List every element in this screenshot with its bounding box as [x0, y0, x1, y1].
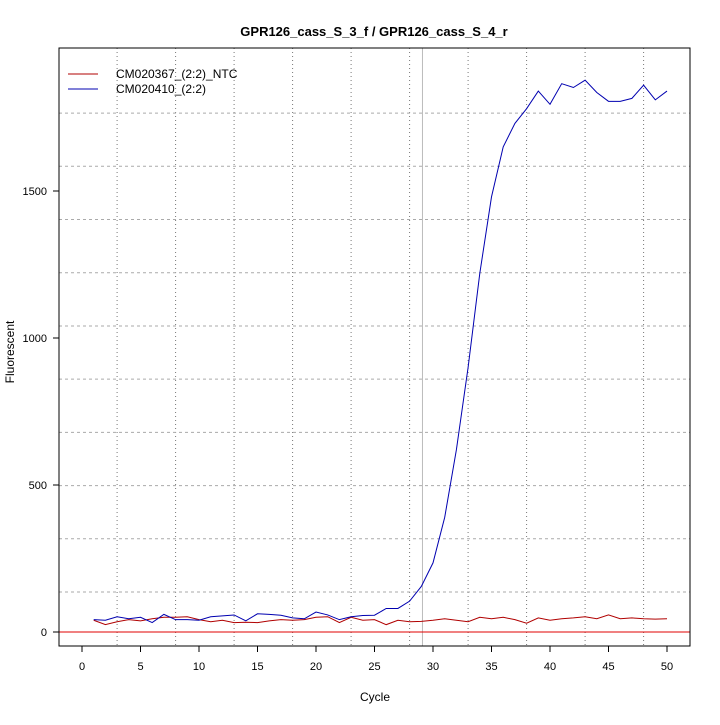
- x-tick-label: 5: [137, 661, 143, 673]
- plot-marks: [59, 48, 690, 646]
- x-tick-label: 15: [251, 661, 263, 673]
- x-tick-label: 25: [368, 661, 380, 673]
- grid: [59, 48, 690, 646]
- x-tick-label: 0: [79, 661, 85, 673]
- y-tick-label: 500: [29, 480, 47, 492]
- x-tick-label: 35: [485, 661, 497, 673]
- y-tick-label: 1000: [23, 333, 47, 345]
- y-tick-label: 1500: [23, 186, 47, 198]
- y-axis-label: Fluorescent: [3, 320, 17, 383]
- legend: CM020367_(2:2)_NTC CM020410_(2:2): [68, 67, 238, 96]
- chart-title: GPR126_cass_S_3_f / GPR126_cass_S_4_r: [240, 24, 507, 39]
- series-line-0: [93, 614, 668, 626]
- legend-label-sample: CM020410_(2:2): [116, 82, 206, 96]
- series-line-1: [93, 79, 668, 624]
- x-tick-label: 10: [193, 661, 205, 673]
- x-tick-label: 30: [427, 661, 439, 673]
- x-tick-label: 20: [310, 661, 322, 673]
- x-tick-label: 45: [602, 661, 614, 673]
- x-tick-label: 50: [661, 661, 673, 673]
- y-tick-label: 0: [41, 627, 47, 639]
- legend-label-ntc: CM020367_(2:2)_NTC: [116, 67, 238, 81]
- x-tick-label: 40: [544, 661, 556, 673]
- x-axis-label: Cycle: [360, 690, 390, 704]
- plot-frame: [58, 47, 691, 647]
